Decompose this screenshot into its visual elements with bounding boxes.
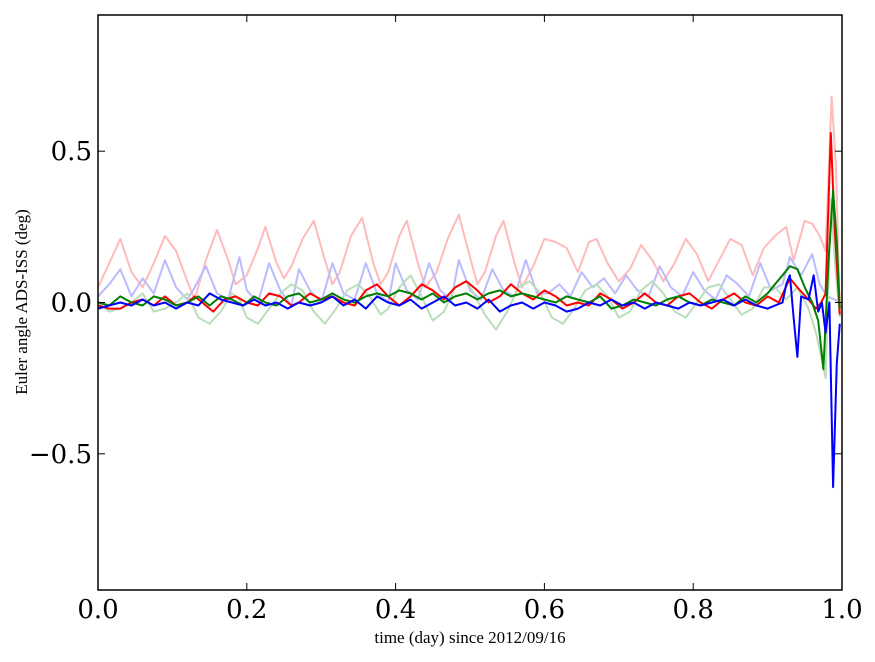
- x-tick-label: 0.0: [77, 595, 118, 625]
- series-line-blue: [98, 274, 841, 489]
- series-line-green: [98, 189, 841, 371]
- series-layer: [98, 95, 841, 489]
- x-tick-label: 1.0: [821, 595, 862, 625]
- plot-frame: [97, 14, 843, 591]
- x-tick-label: 0.8: [673, 595, 714, 625]
- y-tick-label: 0.5: [51, 137, 92, 167]
- tick-layer: 0.0 0.2 0.4 0.6 0.8 1.0 0.5 0.0 −0.5: [29, 15, 863, 625]
- y-tick-label: 0.0: [51, 289, 92, 319]
- series-line-green-faint: [98, 198, 841, 380]
- y-tick-label: −0.5: [29, 440, 92, 470]
- series-line-red-faint: [98, 95, 841, 309]
- x-axis-label: time (day) since 2012/09/16: [374, 628, 565, 647]
- x-tick-label: 0.4: [375, 595, 416, 625]
- y-axis-label: Euler angle ADS-ISS (deg): [12, 209, 31, 395]
- x-tick-label: 0.6: [524, 595, 565, 625]
- x-tick-label: 0.2: [226, 595, 267, 625]
